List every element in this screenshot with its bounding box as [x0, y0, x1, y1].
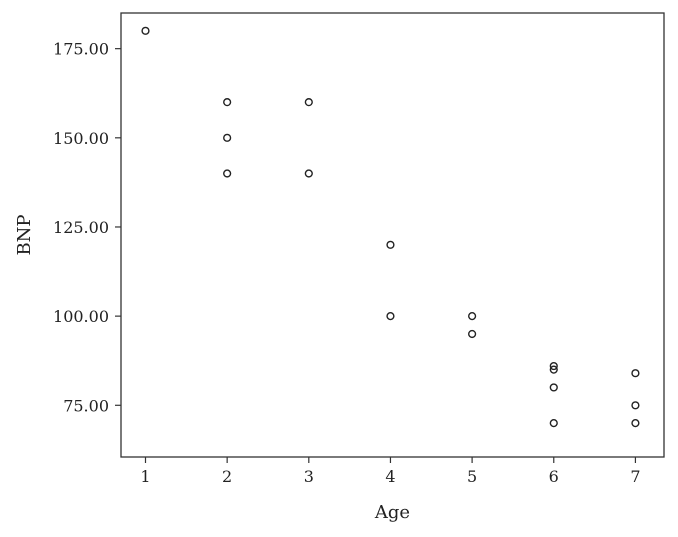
- data-point: [549, 419, 558, 428]
- data-point: [386, 240, 395, 249]
- y-tick-label: 75.00: [63, 396, 109, 415]
- y-tick-label: 100.00: [53, 307, 109, 326]
- x-tick-label: 1: [140, 467, 150, 486]
- x-tick-label: 7: [630, 467, 640, 486]
- y-tick-label: 125.00: [53, 218, 109, 237]
- data-point: [468, 312, 477, 321]
- data-point: [549, 361, 558, 371]
- data-point: [223, 133, 232, 142]
- data-point: [304, 98, 313, 107]
- x-axis-title: Age: [374, 502, 410, 523]
- y-tick-label: 175.00: [53, 40, 109, 59]
- data-point: [468, 329, 477, 339]
- y-axis: 75.00 100.00 125.00 150.00 175.00: [53, 40, 121, 415]
- data-point: [631, 401, 640, 410]
- data-points: [141, 26, 640, 428]
- y-axis-title: BNP: [14, 214, 35, 255]
- data-point: [223, 98, 232, 107]
- x-tick-label: 6: [549, 467, 559, 486]
- data-point: [223, 169, 232, 178]
- x-tick-label: 2: [222, 467, 232, 486]
- plot-frame: [120, 12, 665, 458]
- data-point: [631, 369, 640, 378]
- plot-area: [120, 12, 665, 458]
- x-axis: 1 2 3 4 5 6 7: [140, 457, 641, 486]
- x-tick-label: 4: [385, 467, 395, 486]
- data-point: [549, 365, 558, 374]
- data-point: [304, 169, 313, 178]
- data-point: [386, 312, 395, 321]
- data-point: [141, 26, 150, 35]
- data-point: [549, 383, 558, 392]
- data-point: [631, 419, 640, 428]
- y-tick-label: 150.00: [53, 129, 109, 148]
- x-tick-label: 5: [467, 467, 477, 486]
- x-tick-label: 3: [304, 467, 314, 486]
